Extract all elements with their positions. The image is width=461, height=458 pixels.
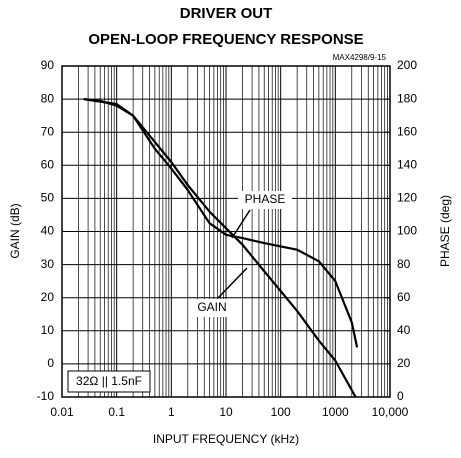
y2-tick-label: 60 xyxy=(397,290,411,304)
x-tick-label: 10,000 xyxy=(372,405,409,419)
y2-tick-label: 20 xyxy=(397,356,411,370)
y-tick-label: 60 xyxy=(41,157,55,171)
x-tick-label: 10 xyxy=(219,405,233,419)
y2-tick-label: 40 xyxy=(397,323,411,337)
y2-tick-label: 120 xyxy=(397,191,417,205)
label-bg xyxy=(190,299,234,317)
y2-axis-label: PHASE (deg) xyxy=(438,195,452,267)
series-line xyxy=(83,98,357,398)
y-tick-label: 20 xyxy=(41,290,55,304)
y-tick-label: 10 xyxy=(41,323,55,337)
series-line xyxy=(83,98,359,348)
y2-tick-label: 140 xyxy=(397,157,417,171)
y-tick-label: 30 xyxy=(41,257,55,271)
y-tick-label: 80 xyxy=(41,91,55,105)
y2-tick-label: 180 xyxy=(397,91,417,105)
x-tick-label: 100 xyxy=(271,405,291,419)
annotation: 32Ω || 1.5nF xyxy=(76,374,142,388)
y2-tick-label: 0 xyxy=(397,389,404,403)
y2-tick-label: 160 xyxy=(397,124,417,138)
y-tick-label: 50 xyxy=(41,191,55,205)
chart-title: OPEN-LOOP FREQUENCY RESPONSE xyxy=(88,31,363,48)
label-bg xyxy=(238,191,292,209)
y2-tick-label: 200 xyxy=(397,58,417,72)
y2-tick-label: 100 xyxy=(397,224,417,238)
y-tick-label: 40 xyxy=(41,224,55,238)
arrow xyxy=(217,267,248,299)
annotation: GAIN xyxy=(197,300,226,314)
x-tick-label: 1000 xyxy=(322,405,349,419)
y-tick-label: -10 xyxy=(37,389,55,403)
plot-frame xyxy=(61,65,391,398)
x-tick-label: 1 xyxy=(168,405,175,419)
y-tick-label: 90 xyxy=(41,58,55,72)
figure-id: MAX4298/9-15 xyxy=(333,53,387,62)
label-box xyxy=(67,370,151,393)
y-tick-label: 0 xyxy=(47,356,54,370)
y2-tick-label: 80 xyxy=(397,257,411,271)
y-axis-label: GAIN (dB) xyxy=(8,203,22,258)
x-tick-label: 0.01 xyxy=(50,405,74,419)
annotation: PHASE xyxy=(245,192,286,206)
chart-title: DRIVER OUT xyxy=(180,5,273,22)
x-axis-label: INPUT FREQUENCY (kHz) xyxy=(153,432,299,446)
arrow xyxy=(231,209,251,239)
y-tick-label: 70 xyxy=(41,124,55,138)
x-tick-label: 0.1 xyxy=(108,405,125,419)
